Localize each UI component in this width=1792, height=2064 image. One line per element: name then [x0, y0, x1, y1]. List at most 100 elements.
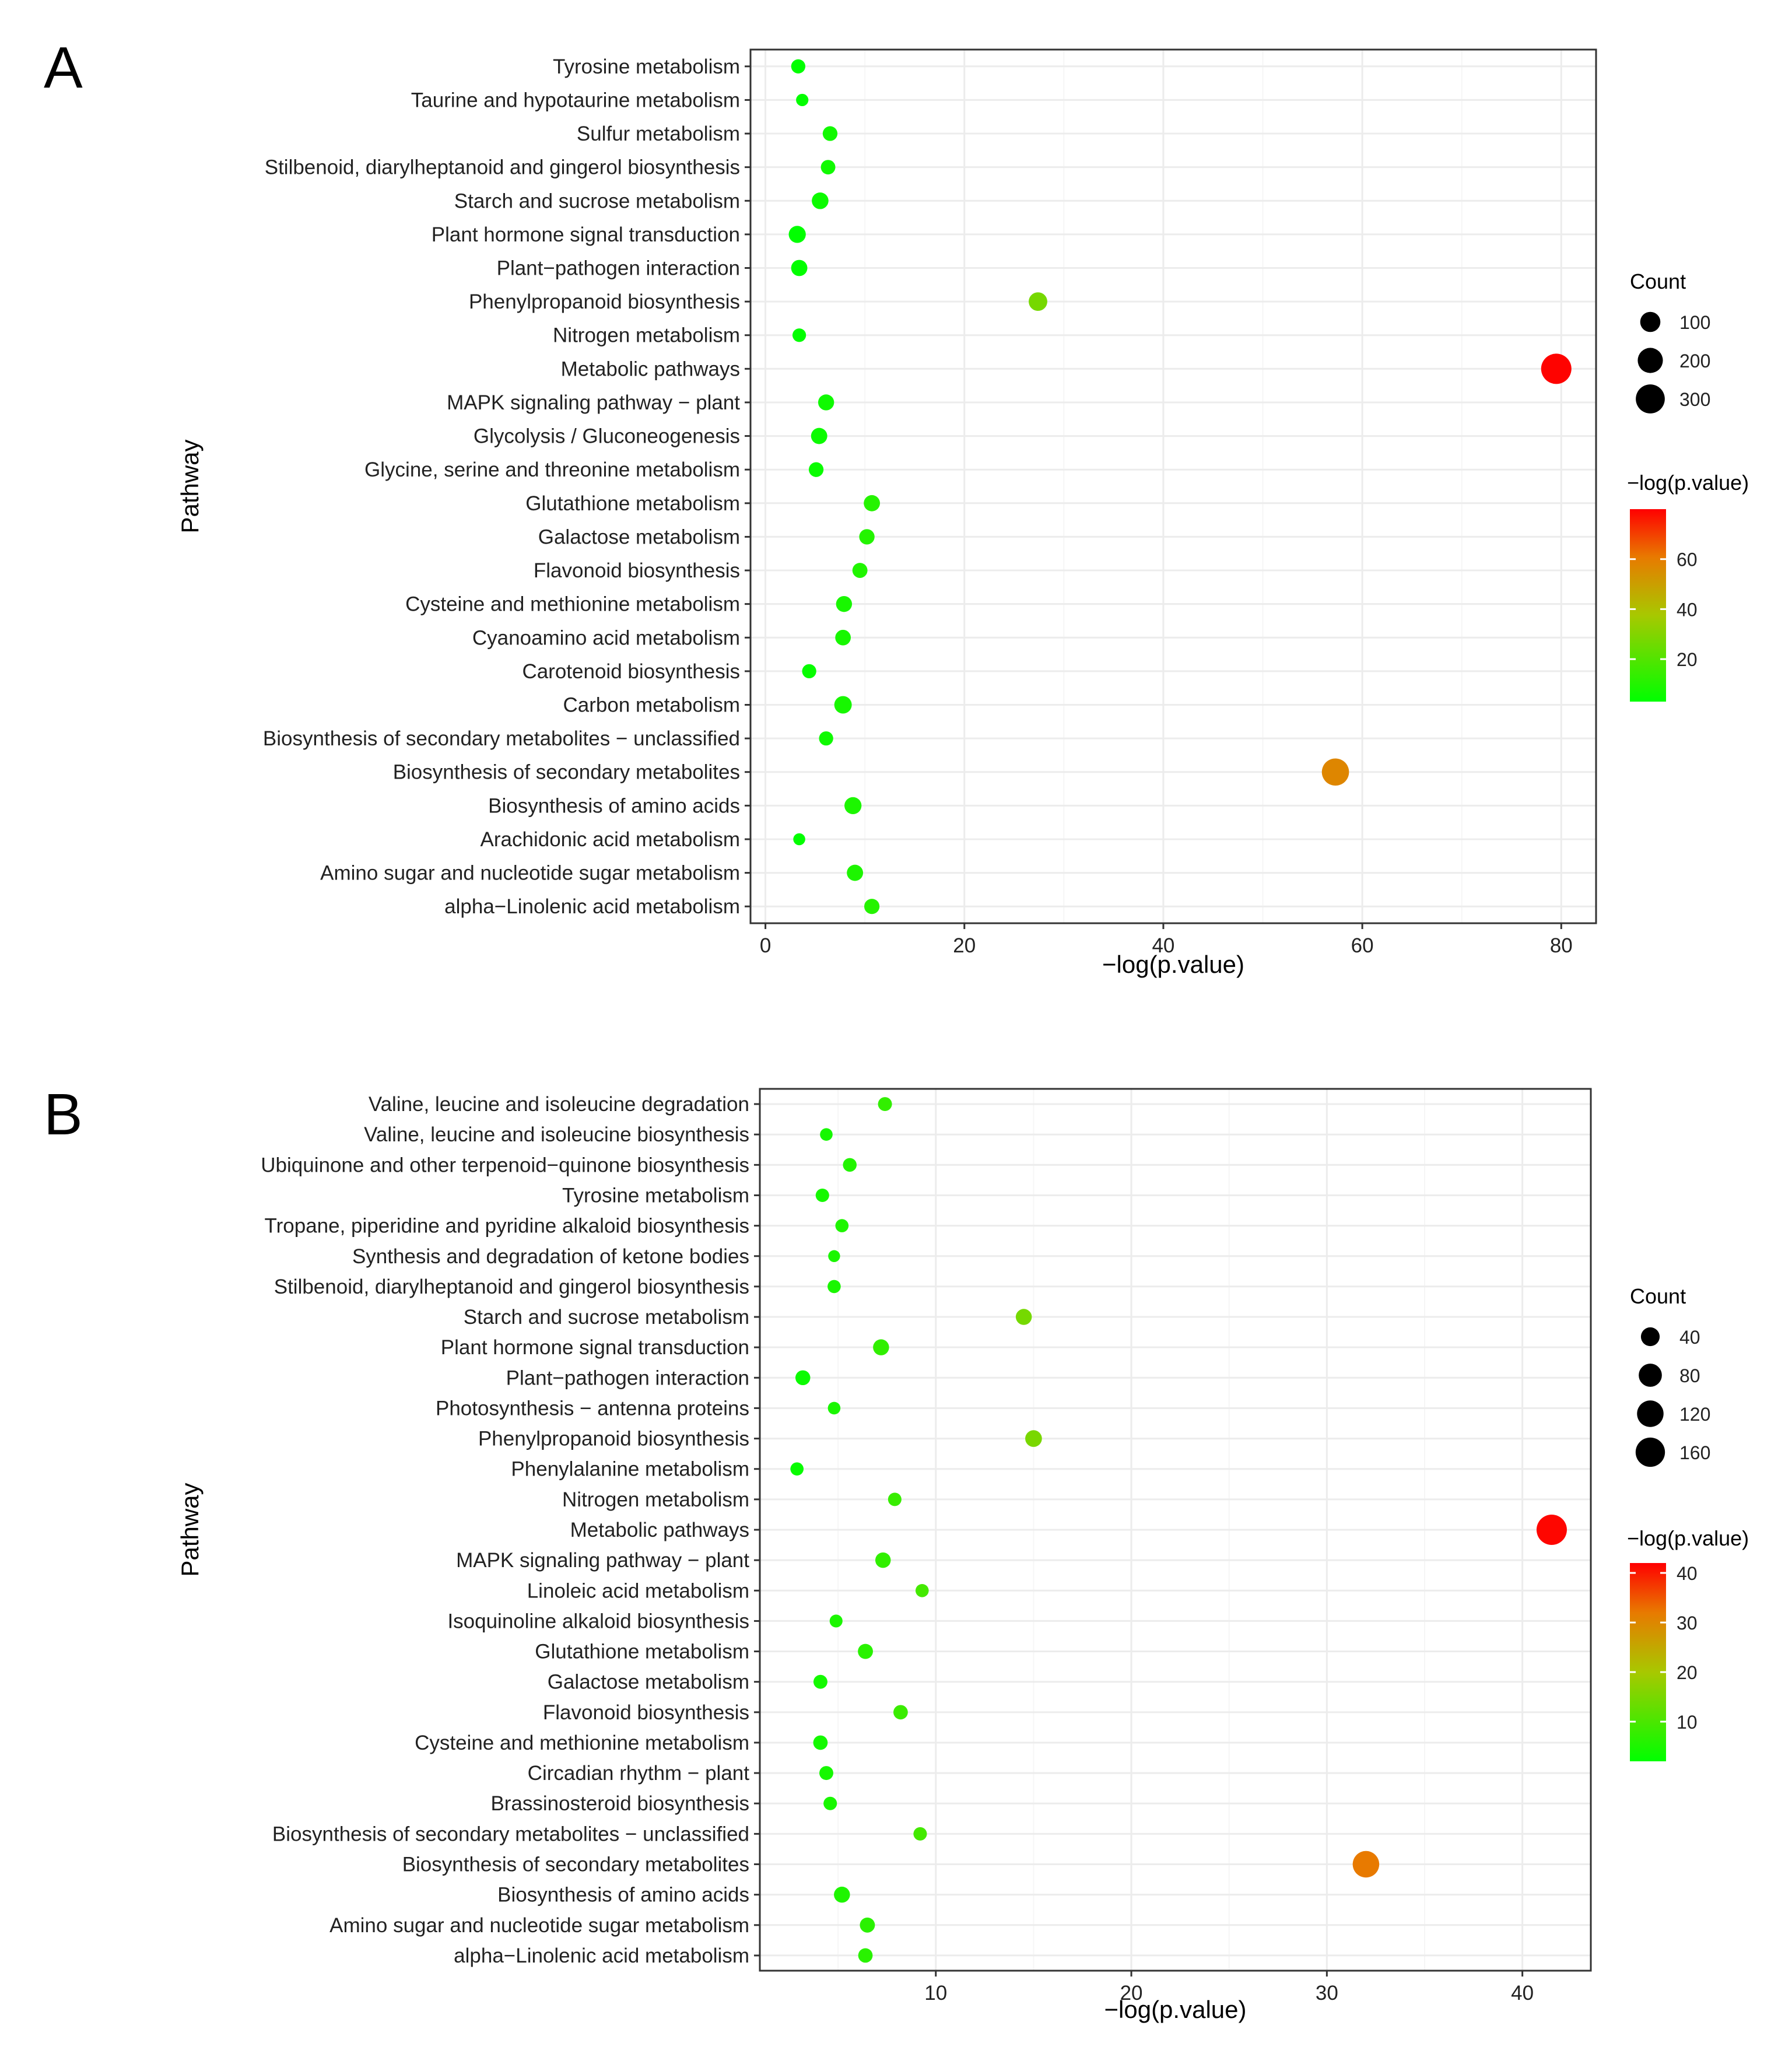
data-point: [1025, 1430, 1042, 1447]
y-tick-label: Phenylpropanoid biosynthesis: [478, 1428, 749, 1450]
y-tick-label: Brassinosteroid biosynthesis: [490, 1792, 749, 1815]
data-point: [813, 1735, 828, 1750]
y-tick-label: Circadian rhythm − plant: [528, 1762, 750, 1785]
data-point: [822, 126, 838, 141]
data-point: [847, 864, 864, 881]
color-legend-label: 60: [1677, 549, 1698, 570]
y-tick-label: Arachidonic acid metabolism: [481, 828, 740, 851]
data-point: [858, 1948, 873, 1963]
y-tick-label: Cysteine and methionine metabolism: [415, 1732, 749, 1754]
y-tick-label: Linoleic acid metabolism: [527, 1579, 749, 1602]
data-point: [811, 427, 827, 444]
y-tick-label: Glycolysis / Gluconeogenesis: [474, 425, 740, 448]
size-legend-key: [1637, 1400, 1664, 1427]
data-point: [791, 59, 806, 73]
y-tick-label: Plant hormone signal transduction: [441, 1336, 749, 1359]
y-tick-label: Biosynthesis of secondary metabolites: [393, 761, 740, 784]
x-tick-label: 40: [1152, 934, 1174, 957]
y-tick-label: Biosynthesis of secondary metabolites − …: [272, 1823, 749, 1845]
panel-letter-b: B: [44, 1082, 83, 1147]
y-tick-label: Galactose metabolism: [548, 1671, 749, 1694]
data-point: [823, 1796, 837, 1810]
y-tick-label: Glutathione metabolism: [535, 1641, 749, 1663]
y-tick-label: Valine, leucine and isoleucine biosynthe…: [364, 1123, 749, 1146]
data-point: [835, 629, 851, 646]
panel-letter-a: A: [44, 35, 83, 100]
y-tick-label: Plant hormone signal transduction: [432, 223, 740, 246]
x-tick-label: 0: [760, 934, 771, 957]
size-legend-label: 300: [1679, 389, 1710, 410]
data-point: [1321, 758, 1349, 786]
data-point: [878, 1097, 892, 1112]
x-tick-label: 30: [1316, 1982, 1338, 2005]
data-point: [836, 595, 853, 612]
y-tick-label: Tyrosine metabolism: [553, 55, 740, 78]
data-point: [913, 1827, 927, 1841]
y-tick-label: MAPK signaling pathway − plant: [447, 391, 740, 414]
color-legend-title: −log(p.value): [1627, 1526, 1749, 1550]
data-point: [915, 1583, 929, 1597]
data-point: [1015, 1309, 1032, 1325]
y-tick-label: Nitrogen metabolism: [553, 324, 740, 347]
y-tick-label: Stilbenoid, diarylheptanoid and gingerol…: [265, 156, 740, 179]
color-legend-label: 20: [1677, 649, 1698, 670]
y-axis-title: Pathway: [176, 1483, 204, 1576]
data-point: [864, 495, 881, 511]
data-point: [852, 563, 868, 578]
x-axis-title: −log(p.value): [1104, 1996, 1247, 2023]
data-point: [827, 1401, 841, 1415]
data-point: [808, 462, 824, 477]
data-point: [812, 192, 829, 209]
data-point: [795, 1370, 811, 1386]
size-legend-key: [1635, 1437, 1665, 1467]
data-point: [827, 1280, 841, 1294]
data-point: [1541, 353, 1572, 384]
data-point: [793, 833, 805, 846]
size-legend-title: Count: [1630, 1284, 1686, 1308]
color-legend-title: −log(p.value): [1627, 471, 1749, 495]
data-point: [790, 1462, 804, 1476]
data-point: [875, 1552, 891, 1568]
size-legend-key: [1640, 1327, 1660, 1347]
y-tick-label: Phenylpropanoid biosynthesis: [469, 290, 740, 313]
y-tick-label: Taurine and hypotaurine metabolism: [411, 89, 740, 111]
y-tick-label: Nitrogen metabolism: [562, 1488, 749, 1511]
size-legend-label: 40: [1679, 1327, 1700, 1348]
y-axis-title: Pathway: [176, 439, 204, 533]
data-point: [820, 160, 836, 175]
data-point: [834, 1886, 850, 1903]
y-tick-label: alpha−Linolenic acid metabolism: [454, 1944, 749, 1967]
y-tick-label: Synthesis and degradation of ketone bodi…: [352, 1245, 749, 1268]
y-tick-label: Valine, leucine and isoleucine degradati…: [369, 1093, 749, 1116]
data-point: [791, 260, 808, 276]
data-point: [888, 1492, 902, 1506]
x-tick-label: 80: [1550, 934, 1573, 957]
data-point: [1536, 1515, 1567, 1545]
plot-area-border: [749, 48, 1597, 924]
y-tick-label: alpha−Linolenic acid metabolism: [444, 895, 740, 918]
y-tick-label: Stilbenoid, diarylheptanoid and gingerol…: [274, 1275, 749, 1298]
data-point: [843, 1158, 857, 1172]
data-point: [864, 899, 880, 914]
x-tick-label: 40: [1511, 1982, 1534, 2005]
size-legend-label: 80: [1679, 1365, 1700, 1386]
data-point: [820, 1128, 833, 1141]
color-legend-label: 10: [1677, 1712, 1698, 1733]
y-tick-label: Phenylalanine metabolism: [511, 1458, 749, 1481]
y-tick-label: Carotenoid biosynthesis: [522, 660, 740, 683]
data-point: [1352, 1851, 1380, 1878]
color-legend-bar: [1630, 509, 1666, 702]
y-tick-label: Flavonoid biosynthesis: [543, 1701, 749, 1724]
y-tick-label: Starch and sucrose metabolism: [454, 190, 740, 212]
y-tick-label: Plant−pathogen interaction: [497, 257, 740, 280]
y-tick-label: Biosynthesis of secondary metabolites − …: [263, 727, 740, 750]
y-tick-label: Ubiquinone and other terpenoid−quinone b…: [261, 1154, 749, 1176]
y-tick-label: Amino sugar and nucleotide sugar metabol…: [320, 862, 740, 885]
x-tick-label: 20: [953, 934, 976, 957]
color-legend-label: 40: [1677, 1563, 1698, 1584]
size-legend-key: [1639, 1364, 1662, 1387]
y-tick-label: Biosynthesis of amino acids: [497, 1884, 749, 1907]
y-tick-label: Isoquinoline alkaloid biosynthesis: [447, 1610, 749, 1632]
